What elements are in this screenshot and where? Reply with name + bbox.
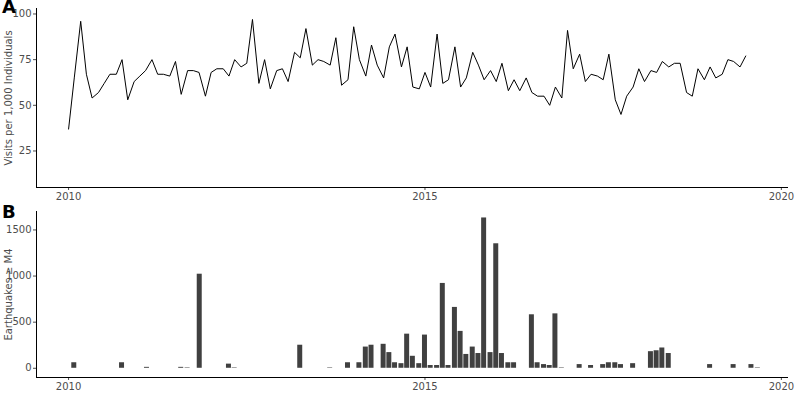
svg-text:Earthquakes ≥ M4: Earthquakes ≥ M4 (3, 248, 14, 340)
svg-text:2020: 2020 (769, 191, 794, 202)
svg-text:100: 100 (12, 8, 31, 19)
svg-text:2010: 2010 (56, 381, 81, 392)
svg-text:50: 50 (19, 100, 32, 111)
svg-text:2015: 2015 (412, 381, 437, 392)
svg-text:2010: 2010 (56, 191, 81, 202)
svg-text:1500: 1500 (6, 224, 31, 235)
svg-text:500: 500 (12, 316, 31, 327)
svg-text:1000: 1000 (6, 270, 32, 282)
html-text:B: B (2, 201, 16, 222)
svg-text:75: 75 (19, 54, 32, 65)
svg-text:2015: 2015 (412, 191, 437, 202)
svg-text:0: 0 (25, 362, 31, 373)
svg-text:Visits per 1,000 Individuals: Visits per 1,000 Individuals (3, 30, 14, 165)
svg-text:25: 25 (19, 145, 32, 156)
svg-text:2020: 2020 (769, 381, 794, 392)
